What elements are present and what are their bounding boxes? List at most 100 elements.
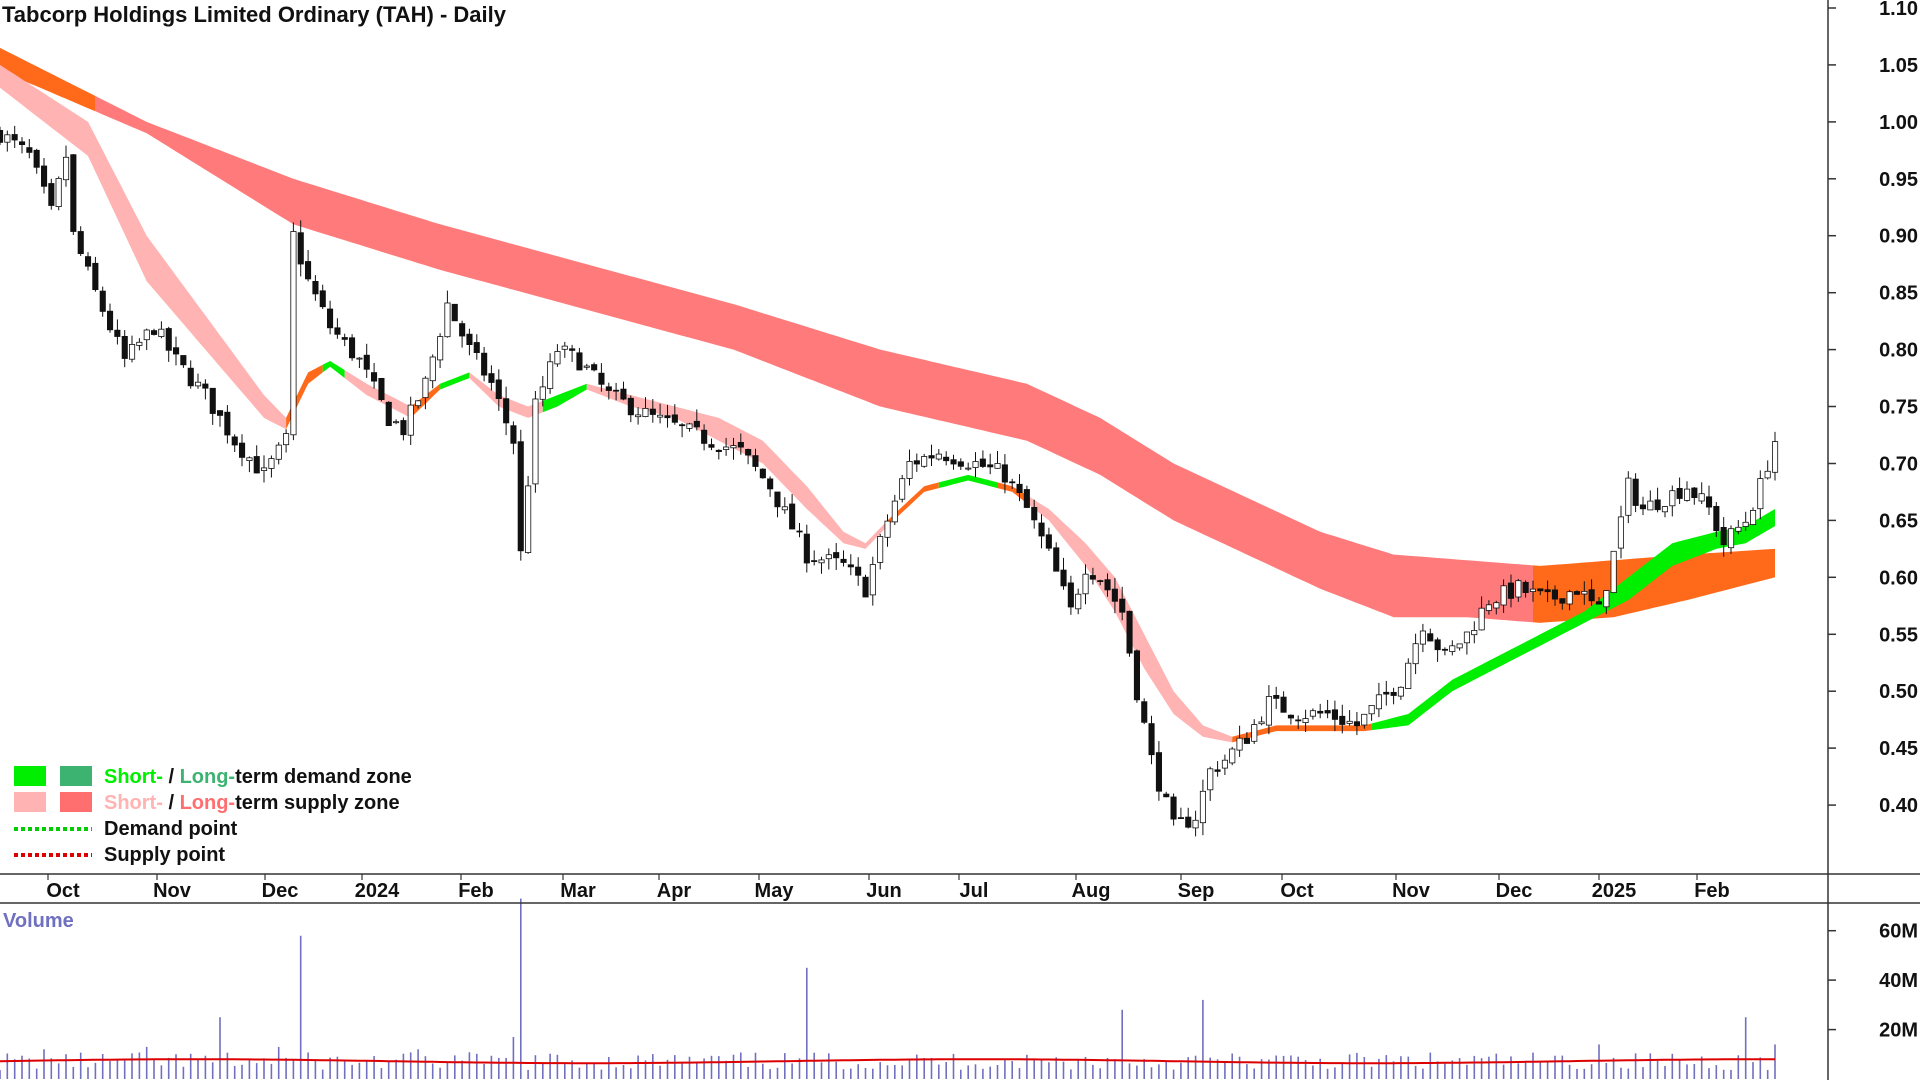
candle [605, 382, 612, 400]
candle [400, 417, 407, 441]
candle [1412, 633, 1419, 675]
candle [437, 333, 444, 368]
legend-swatch-long-demand [60, 766, 92, 786]
candle [63, 145, 70, 187]
candle [407, 396, 414, 445]
candle [525, 475, 532, 554]
x-tick-label: Oct [46, 880, 80, 902]
candle [811, 550, 818, 566]
candle [85, 252, 92, 271]
candle [1075, 588, 1082, 615]
candle [1126, 610, 1133, 657]
candle [1104, 573, 1111, 597]
candle [1309, 708, 1317, 720]
candle [1735, 520, 1742, 535]
candle [246, 456, 253, 473]
candle [539, 376, 546, 407]
candle [253, 445, 260, 474]
candle [33, 148, 40, 174]
candle [1295, 715, 1302, 730]
candle [466, 328, 473, 356]
candle [1537, 588, 1544, 596]
candle [957, 458, 964, 470]
candle [686, 422, 693, 432]
candle [1676, 477, 1683, 504]
candle [1170, 793, 1177, 826]
x-tick-label: Jun [866, 880, 902, 902]
candle [341, 333, 348, 347]
candle [1060, 557, 1067, 590]
candle [1456, 643, 1463, 651]
y-tick-label: 1.10 [1879, 0, 1918, 20]
price-y-axis: 1.10 1.05 1.00 0.95 0.90 0.85 0.80 0.75 0.70 0.65… [1828, 0, 1918, 817]
candle [1485, 600, 1493, 615]
legend: Short- / Long-term demand zone Short- / … [14, 766, 412, 866]
candle [1031, 499, 1038, 529]
candle [41, 158, 48, 194]
candle [583, 363, 590, 370]
candle [202, 379, 209, 400]
candle [833, 543, 840, 570]
candle [4, 130, 11, 152]
candle [649, 399, 656, 423]
candle [913, 453, 920, 472]
candle [1471, 621, 1478, 644]
candle [928, 444, 935, 466]
candle [18, 137, 26, 154]
candle [1331, 700, 1339, 732]
short-zone-transition-3 [887, 482, 939, 527]
candle [1581, 581, 1588, 605]
candle [1764, 460, 1771, 480]
candle [1603, 590, 1610, 615]
candle [979, 450, 986, 468]
x-tick-label: May [755, 880, 795, 902]
legend-supply-long: Long- [180, 792, 236, 814]
candle [569, 344, 576, 362]
legend-swatch-short-demand [14, 766, 46, 786]
x-tick-label: Nov [1392, 880, 1431, 902]
candle [1155, 741, 1163, 801]
candle [752, 448, 759, 472]
candle [1661, 506, 1669, 518]
y-tick-label: 0.95 [1879, 169, 1918, 191]
candle [1639, 496, 1647, 516]
candle [1522, 580, 1529, 598]
candle [671, 404, 678, 425]
x-tick-label: Nov [153, 880, 192, 902]
candle [165, 326, 172, 362]
candle [1684, 481, 1691, 502]
candle [1728, 525, 1735, 554]
short-term-demand-zone-2 [440, 372, 470, 390]
candle [1045, 527, 1052, 551]
candle [745, 448, 752, 465]
candle [730, 437, 737, 460]
candle [143, 328, 150, 350]
candle [1427, 628, 1434, 642]
candle [334, 318, 341, 339]
candle [1236, 725, 1243, 757]
candle [1280, 691, 1287, 713]
candle [737, 433, 744, 455]
candle [943, 451, 950, 466]
candle [356, 357, 363, 368]
short-term-demand-zone-5 [1371, 509, 1775, 731]
candle [723, 437, 730, 456]
candle [708, 438, 715, 451]
candles-layer [0, 125, 1779, 837]
candle [290, 222, 297, 441]
y-tick-label: 0.75 [1879, 397, 1918, 419]
candle [1163, 791, 1170, 798]
candle [348, 334, 356, 361]
candle [326, 300, 334, 335]
candle [635, 407, 642, 425]
y-tick-label: 0.55 [1879, 624, 1918, 646]
candle [1419, 623, 1427, 653]
candle [847, 554, 854, 576]
candle [1610, 550, 1617, 594]
date-x-axis: Oct Nov Dec 2024 Feb Mar Apr May Jun Jul Aug Sep Oct… [46, 874, 1730, 902]
short-zone-transition-1 [286, 364, 323, 430]
candle [1053, 542, 1060, 572]
candle [422, 376, 429, 410]
legend-swatch-long-supply [60, 792, 92, 812]
